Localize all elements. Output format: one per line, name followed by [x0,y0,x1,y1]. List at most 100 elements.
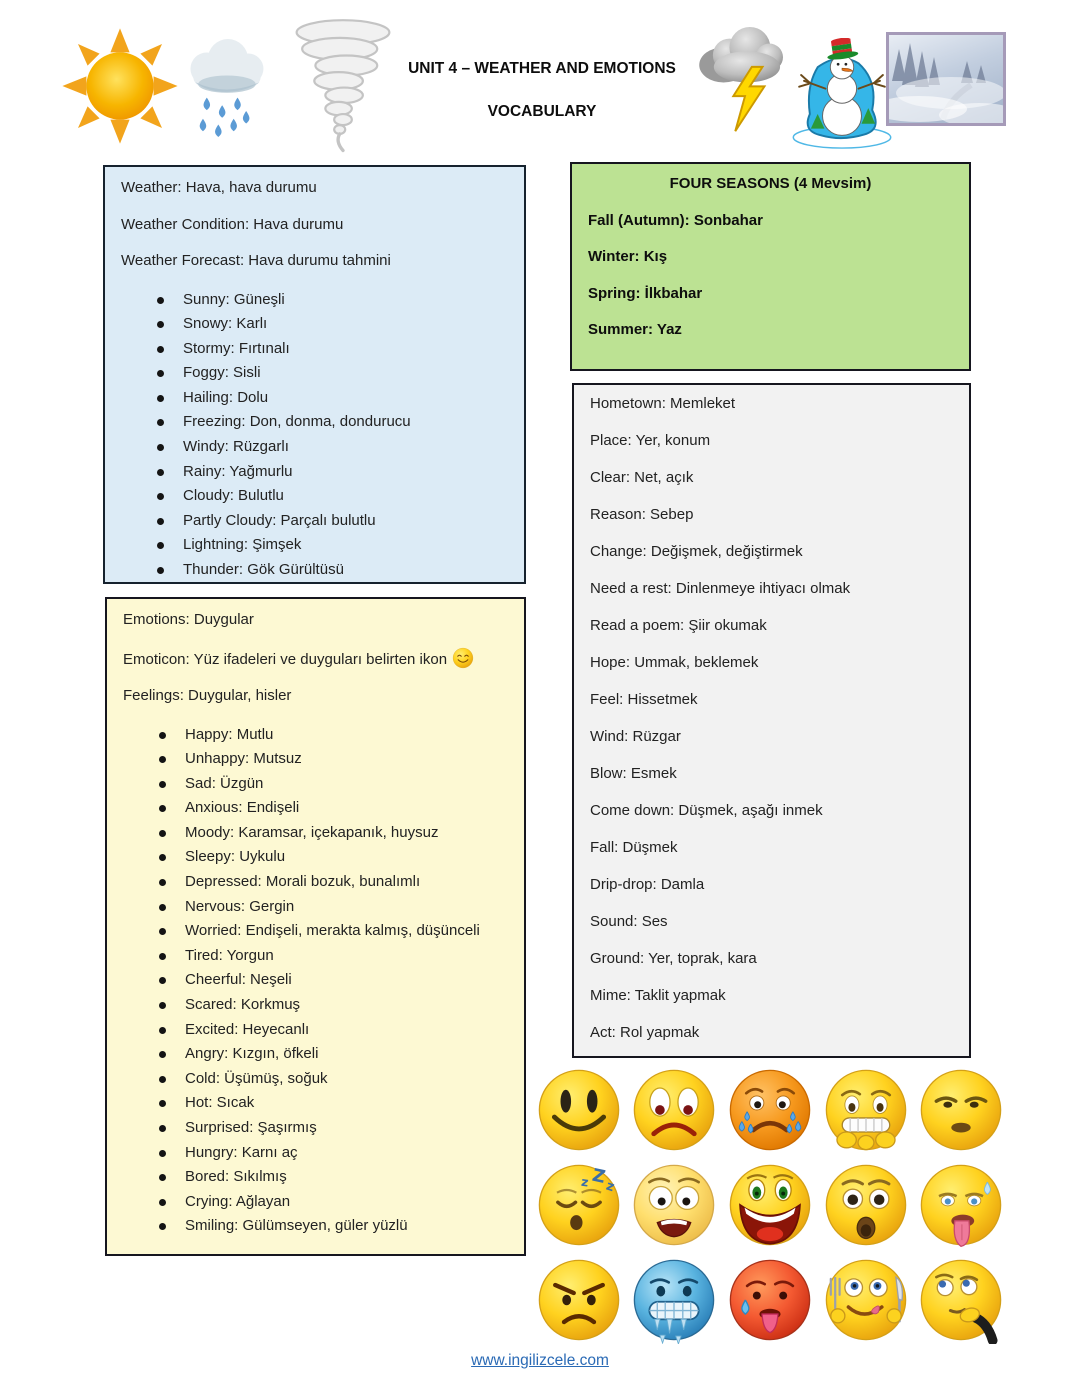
misc-list: Hometown: Memleket Place: Yer, konum Clear… [590,385,953,1051]
emotion-item: Worried: Endişeli, merakta kalmış, düşün… [123,919,508,944]
weather-item: Partly Cloudy: Parçalı bulutlu [121,509,508,534]
emotion-item: Depressed: Morali bozuk, bunalımlı [123,870,508,895]
vocab-item: Ground: Yer, toprak, kara [590,950,757,967]
vocab-item: Place: Yer, konum [590,432,711,449]
tired-emoji-icon [917,1161,1007,1251]
emotion-item: Hungry: Karnı aç [123,1141,508,1166]
bored-thinking-emoji-icon [917,1256,1007,1346]
svg-text:Z: Z [590,1166,607,1188]
weather-vocab-box: Weather: Hava, hava durumu Weather Condi… [103,165,526,584]
rain-cloud-icon [178,36,274,140]
sleepy-emoji-icon: z Z z [535,1161,625,1251]
emotion-item: Hot: Sıcak [123,1091,508,1116]
vocab-item: Act: Rol yapmak [590,1024,700,1041]
emoticon-definition-text: Emoticon: Yüz ifadeleri ve duyguları bel… [123,650,448,668]
emotion-item: Smiling: Gülümseyen, güler yüzlü [123,1214,508,1239]
emotion-item: Crying: Ağlayan [123,1190,508,1215]
weather-item: Snowy: Karlı [121,312,508,337]
crying-emoji-icon [726,1066,816,1156]
tornado-icon [286,18,400,156]
weather-item: Windy: Rüzgarlı [121,435,508,460]
season-item: Spring: İlkbahar [588,284,703,302]
seasons-list: Fall (Autumn): Sonbahar Winter: Kış Spring… [588,203,953,349]
vocab-item: Reason: Sebep [590,506,694,523]
unit-title: UNIT 4 – WEATHER AND EMOTIONS [408,60,676,77]
weather-intro-line: Weather Forecast: Hava durumu tahmini [121,252,391,269]
weather-item: Sunny: Güneşli [121,288,508,313]
weather-item: Thunder: Gök Gürültüsü [121,558,508,583]
weather-item: Lightning: Şimşek [121,533,508,558]
emotion-item: Happy: Mutlu [123,723,508,748]
weather-item: Rainy: Yağmurlu [121,460,508,485]
emotion-item: Cheerful: Neşeli [123,968,508,993]
snowman-icon [788,37,896,150]
weather-intro-line: Weather: Hava, hava durumu [121,179,317,196]
emotions-intro-line: Emotions: Duygular [123,611,254,628]
angry-emoji-icon [535,1256,625,1346]
weather-item: Cloudy: Bulutlu [121,484,508,509]
hot-emoji-icon [726,1256,816,1346]
surprised-emoji-icon [822,1161,912,1251]
emotion-item: Anxious: Endişeli [123,796,508,821]
vocab-item: Drip-drop: Damla [590,876,705,893]
scared-emoji-icon [630,1161,720,1251]
hungry-emoji-icon [822,1256,912,1346]
emotion-item: Excited: Heyecanlı [123,1018,508,1043]
moody-emoji-icon [917,1066,1007,1156]
emotion-item: Tired: Yorgun [123,944,508,969]
emotion-item: Sad: Üzgün [123,772,508,797]
emotion-item: Sleepy: Uykulu [123,845,508,870]
winter-photo-image [871,32,1019,127]
vocabulary-subtitle: VOCABULARY [487,103,597,120]
emotion-item: Unhappy: Mutsuz [123,747,508,772]
emotion-item: Bored: Sıkılmış [123,1165,508,1190]
vocab-item: Need a rest: Dinlenmeye ihtiyacı olmak [590,580,851,597]
vocab-item: Feel: Hissetmek [590,691,698,708]
vocab-item: Change: Değişmek, değiştirmek [590,543,803,560]
weather-list: Sunny: Güneşli Snowy: Karlı Stormy: Fırtın… [121,288,508,583]
cold-emoji-icon [630,1256,720,1346]
weather-item: Foggy: Sisli [121,361,508,386]
emotion-item: Nervous: Gergin [123,895,508,920]
vocab-item: Mime: Taklit yapmak [590,987,726,1004]
emotion-item: Angry: Kızgın, öfkeli [123,1042,508,1067]
vocab-item: Hometown: Memleket [590,395,736,412]
season-item: Summer: Yaz [588,321,682,338]
vocab-item: Fall: Düşmek [590,839,678,856]
vocab-item: Come down: Düşmek, aşağı inmek [590,802,823,819]
vocab-item: Read a poem: Şiir okumak [590,617,767,634]
website-link[interactable]: www.ingilizcele.com [471,1352,609,1369]
emotion-item: Cold: Üşümüş, soğuk [123,1067,508,1092]
emotion-item: Surprised: Şaşırmış [123,1116,508,1141]
vocab-item: Clear: Net, açık [590,469,694,486]
sun-icon [60,26,180,146]
emotions-vocab-box: Emotions: Duygular Emoticon: Yüz ifadele… [105,597,526,1256]
emotions-intro-line: Feelings: Duygular, hisler [123,687,292,704]
footer: www.ingilizcele.com [0,1352,1080,1370]
storm-cloud-icon [696,26,794,138]
weather-intro-line: Weather Condition: Hava durumu [121,215,344,233]
season-item: Winter: Kış [588,248,668,265]
seasons-title: FOUR SEASONS (4 Mevsim) [669,175,872,192]
nervous-emoji-icon [822,1066,912,1156]
cheerful-emoji-icon [726,1161,816,1251]
emotions-list: Happy: Mutlu Unhappy: Mutsuz Sad: Üzgün Anx… [123,723,508,1239]
svg-text:z: z [580,1175,589,1190]
weather-item: Freezing: Don, donma, dondurucu [121,410,508,435]
emotion-item: Moody: Karamsar, içekapanık, huysuz [123,821,508,846]
emotion-item: Scared: Korkmuş [123,993,508,1018]
happy-emoji-icon [535,1066,625,1156]
weather-item: Stormy: Fırtınalı [121,337,508,362]
weather-item: Hailing: Dolu [121,386,508,411]
vocab-item: Sound: Ses [590,913,668,930]
vocab-item: Hope: Ummak, beklemek [590,654,759,671]
four-seasons-box: FOUR SEASONS (4 Mevsim) Fall (Autumn): S… [570,162,971,371]
smiling-emoticon-icon [452,647,474,669]
emotions-intro-line: Emoticon: Yüz ifadeleri ve duyguları bel… [123,647,508,671]
misc-vocab-box: Hometown: Memleket Place: Yer, konum Clear… [572,383,971,1058]
season-item: Fall (Autumn): Sonbahar [588,211,763,229]
emoji-grid: z Z z [532,1064,1010,1348]
unhappy-emoji-icon [630,1066,720,1156]
vocab-item: Wind: Rüzgar [590,728,681,745]
vocab-item: Blow: Esmek [590,765,677,782]
